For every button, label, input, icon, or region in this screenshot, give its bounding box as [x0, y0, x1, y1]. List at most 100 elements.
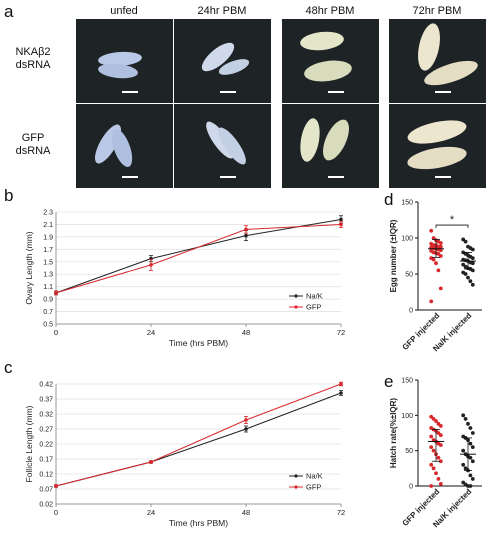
data-point — [470, 477, 475, 481]
data-point — [466, 275, 470, 280]
row-header-nka-line1: NKAβ2 — [15, 46, 51, 58]
data-point — [438, 443, 443, 447]
data-point — [461, 413, 466, 418]
y-tick-label: 0 — [409, 308, 413, 315]
legend-label: GFP — [306, 303, 321, 312]
data-point — [468, 473, 473, 478]
legend-label: Na/K — [306, 292, 323, 301]
series-line — [55, 392, 342, 487]
data-point — [470, 247, 475, 252]
data-point — [468, 441, 473, 446]
data-point — [470, 261, 475, 266]
data-point — [436, 455, 441, 460]
data-point — [438, 433, 443, 438]
data-point — [54, 291, 58, 295]
data-point — [339, 382, 343, 386]
y-tick-label: 0.07 — [39, 487, 53, 494]
y-tick-label: 0.42 — [39, 382, 53, 389]
data-point — [429, 484, 434, 488]
data-point — [468, 426, 473, 430]
y-axis-label: Follicle Length (mm) — [24, 405, 34, 482]
data-point — [438, 244, 443, 249]
data-point — [468, 455, 473, 460]
scale-bar — [435, 176, 451, 178]
x-tick-label: 72 — [337, 508, 345, 517]
y-tick-label: 2.1 — [43, 222, 53, 229]
y-tick-label: 150 — [401, 200, 413, 207]
x-tick-label: 24 — [147, 508, 155, 517]
panel-label-b: b — [4, 186, 14, 205]
panel-label-d: d — [384, 190, 394, 209]
ovary-length-chart: 0.5 0.7 0.9 1.1 1.3 1.5 1.7 1.9 2.1 2.3 0 24 48 72 Tim… — [24, 210, 345, 349]
y-tick-label: 0.9 — [43, 297, 53, 304]
data-point — [463, 239, 468, 244]
y-tick-label: 0.27 — [39, 427, 53, 434]
y-tick-label: 1.7 — [43, 247, 53, 254]
scale-bar — [328, 91, 344, 93]
ovary-photo-nka-unfed — [76, 19, 173, 103]
y-tick-label: 0.02 — [39, 502, 53, 509]
y-tick-label: 150 — [401, 378, 413, 385]
data-point — [339, 391, 343, 395]
data-point — [431, 466, 436, 471]
data-point — [429, 434, 434, 439]
column-header-72hr: 72hr PBM — [412, 5, 462, 17]
data-point — [470, 459, 475, 464]
data-point — [429, 462, 434, 467]
scale-bar — [122, 91, 138, 93]
data-point — [436, 268, 441, 273]
series-line — [55, 218, 342, 294]
ovary-photo-nka-24hr — [174, 19, 271, 103]
row-header-gfp-line1: GFP — [21, 132, 45, 144]
scale-bar — [122, 176, 138, 178]
data-point — [431, 448, 436, 453]
y-tick-label: 50 — [405, 448, 413, 455]
data-point — [434, 261, 438, 266]
data-point — [429, 299, 434, 304]
y-tick-label: 0.37 — [39, 397, 53, 404]
data-point — [470, 431, 475, 435]
data-point — [463, 416, 468, 421]
row-header-gfp: GFP dsRNA — [8, 132, 58, 158]
series-line — [55, 223, 342, 294]
x-axis-label: Time (hrs PBM) — [169, 338, 228, 348]
data-point — [434, 419, 438, 423]
y-tick-label: 0.7 — [43, 309, 53, 316]
ovary-photo-gfp-unfed — [76, 104, 173, 188]
data-point — [429, 228, 434, 233]
data-point — [438, 424, 443, 428]
row-header-nka: NKAβ2 dsRNA — [8, 46, 58, 72]
y-axis-label: Egg number (±IQR) — [389, 219, 398, 292]
y-tick-label: 1.1 — [43, 284, 53, 291]
ovary-photo-gfp-72hr — [389, 104, 486, 188]
y-axis-label: Hatch rate(%±IQR) — [389, 398, 398, 469]
legend-marker — [294, 294, 298, 298]
scale-bar — [220, 91, 236, 93]
data-point — [54, 484, 58, 488]
legend-label: GFP — [306, 483, 321, 492]
data-point — [468, 279, 473, 284]
data-point — [429, 445, 434, 450]
scale-bar — [220, 176, 236, 178]
ovary-photo-nka-72hr — [389, 19, 486, 103]
series-line — [55, 383, 342, 487]
scale-bar — [328, 176, 344, 178]
data-point — [149, 263, 153, 267]
y-tick-label: 1.5 — [43, 259, 53, 266]
x-tick-label: 24 — [147, 328, 155, 337]
x-tick-label: 48 — [242, 328, 250, 337]
data-point — [438, 241, 443, 245]
data-point — [244, 227, 248, 232]
data-point — [244, 427, 248, 431]
column-header-48hr: 48hr PBM — [305, 5, 355, 17]
y-tick-label: 0.22 — [39, 442, 53, 449]
legend-label: Na/K — [306, 472, 323, 481]
data-point — [470, 282, 475, 287]
data-point — [470, 445, 475, 450]
y-tick-label: 50 — [405, 272, 413, 279]
data-point — [339, 222, 343, 227]
legend-marker — [294, 485, 298, 489]
scale-bar — [435, 91, 451, 93]
follicle-length-chart: 0.02 0.07 0.12 0.17 0.22 0.27 0.32 0.37 0.42 0 24 4… — [24, 382, 345, 529]
